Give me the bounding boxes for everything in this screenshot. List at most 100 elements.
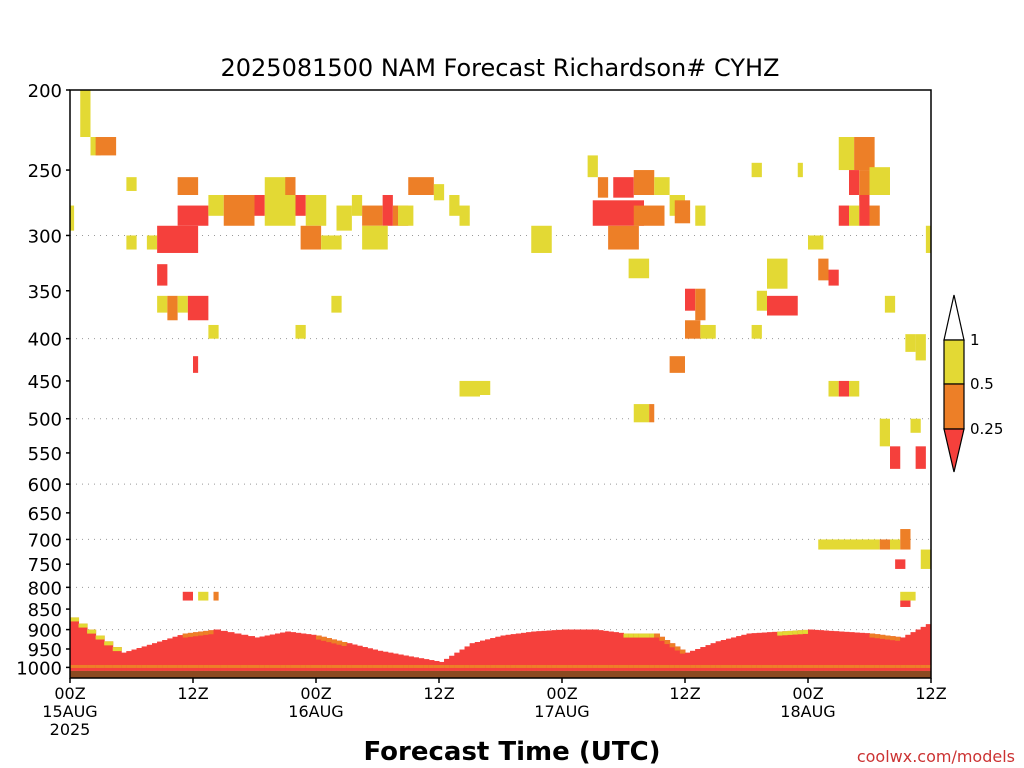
boundary-layer-top [485,639,491,644]
y-tick-label: 700 [28,530,62,551]
ri-cell [459,205,470,226]
boundary-layer-top [234,633,242,638]
ri-cell [849,170,860,195]
boundary-layer-top [572,629,578,634]
boundary-layer-top [480,640,486,645]
boundary-layer-base [433,664,440,668]
boundary-layer-base [674,664,681,668]
boundary-layer-column [70,617,80,671]
ri-cell [193,356,199,373]
boundary-layer-base [112,664,122,668]
boundary-layer-top [536,631,542,636]
boundary-layer-top [659,636,665,641]
ri-cell [633,170,655,195]
boundary-layer-column [767,632,773,671]
y-tick-label: 250 [28,161,62,182]
boundary-layer-base [131,664,138,668]
boundary-layer-base [787,664,794,668]
boundary-layer-base [567,664,573,668]
boundary-layer-base [208,664,214,668]
boundary-layer-top [720,640,727,645]
boundary-layer-column [300,633,307,671]
ri-cell [351,194,363,216]
boundary-layer-column [187,632,194,671]
boundary-layer-top [423,659,430,664]
boundary-layer-column [208,630,214,671]
boundary-layer-base [104,664,114,668]
boundary-layer-base [859,664,865,668]
boundary-layer-top [428,660,435,665]
boundary-layer-top [177,635,184,640]
boundary-layer-base [526,664,532,668]
boundary-layer-base [582,664,589,668]
boundary-layer-base [321,664,327,668]
boundary-layer-top [674,646,681,651]
boundary-layer-column [136,648,143,671]
boundary-layer-column [756,632,763,671]
boundary-layer-top [592,629,599,634]
boundary-layer-base [669,664,676,668]
boundary-layer-base [336,664,343,668]
ri-cell [859,194,870,226]
boundary-layer-column [546,630,553,671]
boundary-layer-column [633,633,640,671]
boundary-layer-column [480,640,486,671]
ri-cell [900,591,916,601]
y-tick-label: 350 [28,282,62,303]
boundary-layer-column [172,636,179,671]
boundary-layer-column [777,631,783,671]
boundary-layer-base [454,664,460,668]
boundary-layer-top [372,649,378,654]
y-tick-label: 550 [28,444,62,465]
ri-cell [295,194,306,216]
boundary-layer-column [695,648,701,671]
boundary-layer-top [275,633,281,638]
boundary-layer-base [398,664,404,668]
boundary-layer-top [808,629,814,634]
boundary-layer-column [905,634,911,671]
legend-label: 0.5 [970,375,994,393]
boundary-layer-base [685,664,691,668]
ri-cell [920,549,931,569]
ri-cell [669,356,685,373]
boundary-layer-base [920,664,927,668]
boundary-layer-column [792,630,799,671]
boundary-layer-column [700,647,706,671]
ri-cell [182,591,193,601]
boundary-layer-base [659,664,665,668]
x-tick-label: 17AUG [534,702,589,721]
boundary-layer-top [121,652,127,657]
boundary-layer [70,617,932,671]
boundary-layer-base [597,664,604,668]
boundary-layer-top [87,629,97,634]
boundary-layer-column [398,654,404,671]
boundary-layer-column [854,632,860,671]
x-tick-label: 12Z [177,684,208,703]
boundary-layer-base [679,664,686,668]
ri-cell [167,295,178,321]
ri-cell [685,320,701,339]
ri-cell [649,404,655,423]
boundary-layer-base [259,664,266,668]
boundary-layer-base [357,664,363,668]
boundary-layer-base [387,664,394,668]
boundary-layer-top [459,649,466,654]
boundary-layer-top [531,631,537,636]
boundary-layer-base [649,664,655,668]
ri-cell [208,194,224,216]
boundary-layer-base [572,664,578,668]
boundary-layer-column [828,630,835,671]
boundary-layer-column [623,633,630,671]
ri-cell [223,194,255,226]
legend-bin-mid [943,383,965,430]
ri-cell [146,235,158,250]
boundary-layer-column [603,630,609,671]
ground-surface [70,670,931,678]
boundary-layer-column [654,633,660,671]
ri-cell [767,295,798,316]
boundary-layer-column [357,645,363,671]
ri-cell [382,194,393,226]
boundary-layer-base [182,664,189,668]
boundary-layer-base [152,664,158,668]
